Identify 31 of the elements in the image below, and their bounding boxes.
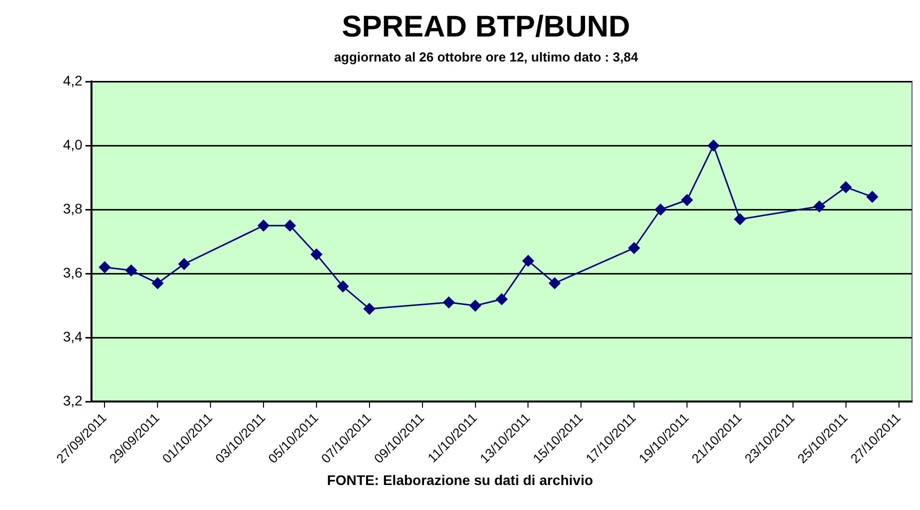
point <box>654 204 666 216</box>
y-tick-label: 3,8 <box>62 200 83 216</box>
point <box>443 296 455 308</box>
point <box>284 220 296 232</box>
point <box>152 277 164 289</box>
point <box>125 264 137 276</box>
chart-title: SPREAD BTP/BUND <box>342 10 630 44</box>
source-note: FONTE: Elaborazione su dati di archivio <box>326 472 594 488</box>
chart-subtitle: aggiornato al 26 ottobre ore 12, ultimo dato : 3,84 <box>334 49 639 64</box>
y-tick-label: 3,2 <box>62 392 83 409</box>
point <box>258 220 270 232</box>
point <box>840 181 852 193</box>
point <box>337 280 349 292</box>
point <box>178 258 190 270</box>
point <box>522 255 534 267</box>
point <box>310 248 322 260</box>
point <box>548 277 560 289</box>
point <box>496 293 508 305</box>
point <box>866 191 878 203</box>
y-tick-label: 4,0 <box>62 136 83 152</box>
point <box>98 261 110 273</box>
point <box>364 303 376 315</box>
point <box>470 300 482 312</box>
point <box>681 194 693 206</box>
point <box>708 140 720 152</box>
point <box>734 213 746 225</box>
point <box>628 242 640 254</box>
y-tick-label: 4,2 <box>62 72 83 88</box>
y-tick-label: 3,6 <box>62 264 83 280</box>
point <box>814 200 826 212</box>
y-tick-label: 3,4 <box>62 328 83 344</box>
